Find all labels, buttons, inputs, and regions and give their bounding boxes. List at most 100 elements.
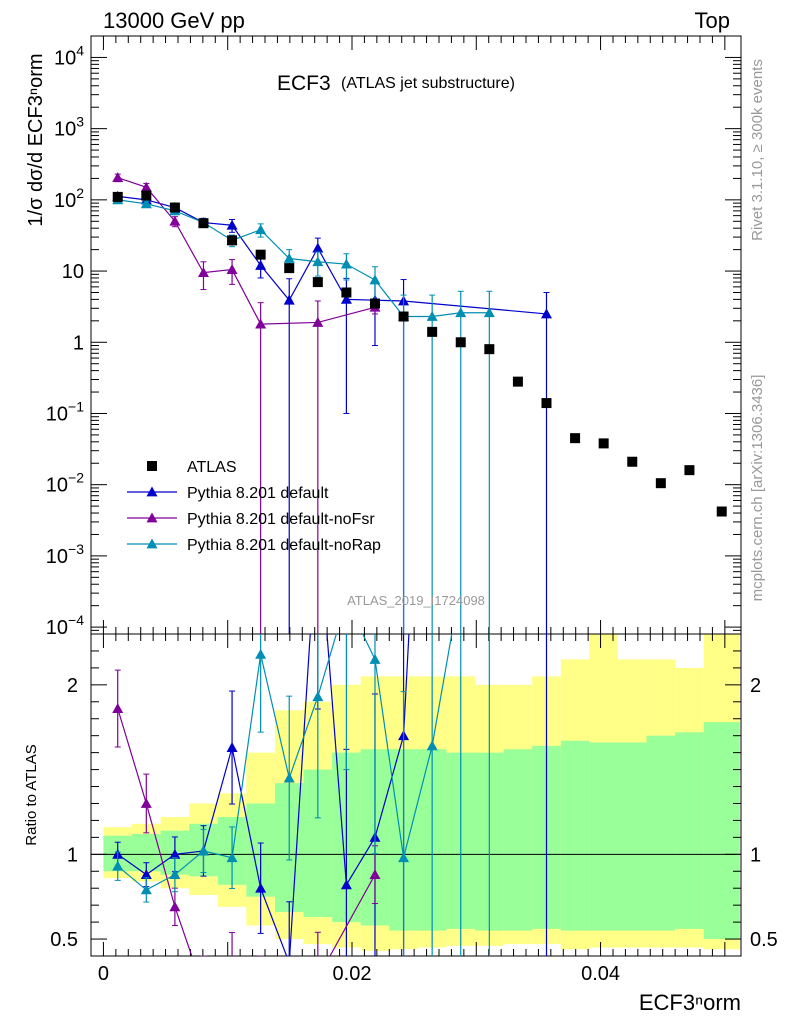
data-point: [312, 277, 323, 288]
y-tick-label: 10−3: [46, 541, 84, 568]
data-point: [341, 287, 352, 298]
triangle-marker: [483, 307, 495, 318]
ratio-line: [117, 708, 376, 956]
ratio-band-inner: [646, 735, 676, 931]
triangle-marker: [369, 274, 381, 285]
triangle-marker: [197, 267, 209, 278]
ratio-tick-label-right: 1: [750, 844, 761, 866]
ratio-series-pythia-8-201-default-norap: [112, 634, 490, 956]
triangle-marker: [283, 294, 295, 305]
chart-title: ECF3: [277, 72, 331, 95]
triangle-marker: [540, 308, 552, 319]
triangle-marker: [146, 512, 158, 523]
triangle-marker: [146, 538, 158, 549]
y-tick-label: 1: [73, 332, 84, 354]
triangle-marker: [426, 740, 438, 751]
y-axis-label-text: 1/σ dσ/d ECF3ⁿorm: [25, 53, 47, 226]
triangle-marker: [226, 264, 238, 274]
y-tick-label: 104: [54, 42, 84, 69]
ratio-band-inner: [617, 742, 647, 931]
triangle-marker: [369, 869, 381, 880]
triangle-marker: [340, 293, 352, 304]
triangle-marker: [455, 307, 467, 318]
ratio-frame: [90, 633, 742, 957]
triangle-marker: [169, 848, 181, 859]
data-point: [255, 249, 266, 260]
data-point: [455, 337, 466, 348]
triangle-marker: [340, 258, 352, 269]
data-point: [627, 456, 638, 467]
ratio-tick-label-right: 0.5: [750, 929, 778, 951]
legend-label: Pythia 8.201 default-noRap: [187, 537, 381, 554]
header-right: Top: [695, 8, 730, 33]
ratio-band-inner: [503, 749, 533, 931]
triangle-marker: [140, 797, 152, 808]
header-left: 13000 GeV pp: [103, 8, 245, 33]
triangle-marker: [312, 691, 324, 702]
data-point: [398, 311, 409, 322]
y-tick-label: 103: [54, 114, 84, 141]
data-point: [369, 298, 380, 309]
triangle-marker: [255, 648, 267, 659]
chart-subtitle: (ATLAS jet substructure): [341, 75, 515, 92]
ratio-tick-label-left: 1: [67, 844, 78, 866]
triangle-marker: [226, 852, 238, 863]
triangle-marker: [255, 224, 267, 235]
triangle-marker: [312, 316, 324, 327]
y-tick-label: 102: [54, 185, 84, 212]
ratio-band-inner: [560, 740, 590, 931]
mcplots-label: mcplots.cern.ch [arXiv:1306.3436]: [749, 375, 766, 602]
ratio-band-inner: [589, 742, 618, 931]
triangle-marker: [140, 884, 152, 895]
ratio-line: [117, 634, 453, 891]
triangle-marker: [140, 198, 152, 209]
data-point: [655, 478, 666, 489]
triangle-marker: [169, 901, 181, 912]
y-tick-label: 10−4: [46, 612, 84, 639]
triangle-marker: [226, 742, 238, 752]
triangle-marker: [140, 181, 152, 192]
triangle-marker: [312, 242, 324, 253]
y-tick-label: 10−2: [46, 470, 84, 497]
triangle-marker: [146, 486, 158, 497]
triangle-marker: [255, 882, 267, 893]
triangle-marker: [112, 703, 124, 713]
triangle-marker: [226, 219, 238, 230]
ratio-tick-label-left: 0.5: [50, 929, 78, 951]
triangle-marker: [340, 879, 352, 890]
series-atlas: [112, 190, 727, 517]
data-point: [570, 433, 581, 444]
legend-label: Pythia 8.201 default: [187, 485, 329, 502]
triangle-marker: [283, 253, 295, 263]
x-axis-label: ECF3ⁿorm: [639, 990, 741, 1015]
series-pythia-8-201-default: [112, 190, 552, 634]
data-point: [716, 506, 727, 517]
ratio-axis-label: Ratio to ATLAS: [23, 744, 40, 845]
ratio-tick-label-right: 2: [750, 675, 761, 697]
triangle-marker: [283, 772, 295, 783]
y-tick-label: 10−1: [46, 398, 84, 425]
triangle-marker: [426, 311, 438, 321]
series-pythia-8-201-default-norap: [112, 194, 495, 634]
series-pythia-8-201-default-nofsr: [112, 172, 381, 634]
data-point: [598, 438, 609, 449]
data-point: [484, 344, 495, 355]
data-point: [227, 235, 238, 246]
main-panel: 10−4 10−3 10−2 10−1 1 10 102 103 104 ECF3 (ATLAS…: [46, 35, 742, 639]
y-axis-label: 1/σ dσ/d ECF3ⁿorm: [25, 53, 47, 226]
data-point: [169, 202, 180, 213]
triangle-marker: [255, 259, 267, 270]
x-tick-label: 0.04: [581, 963, 620, 985]
legend-marker-atlas: [147, 461, 157, 471]
triangle-marker: [140, 869, 152, 880]
triangle-marker: [312, 256, 324, 267]
data-point: [541, 398, 552, 409]
ratio-band-inner: [703, 722, 740, 940]
x-tick-label: 0: [98, 963, 109, 985]
y-tick-label: 10: [62, 261, 84, 283]
data-point: [141, 190, 152, 201]
series-line: [117, 177, 376, 325]
x-tick-label: 0.02: [333, 963, 372, 985]
data-point: [684, 465, 695, 476]
